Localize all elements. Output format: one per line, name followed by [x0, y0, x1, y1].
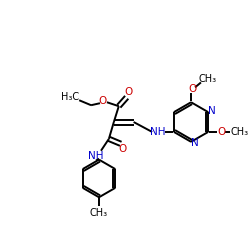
Text: N: N [208, 106, 216, 116]
Text: NH: NH [88, 151, 104, 161]
Text: CH₃: CH₃ [199, 74, 217, 85]
Text: O: O [217, 127, 225, 137]
Text: N: N [191, 138, 199, 148]
Text: H₃C: H₃C [61, 92, 79, 102]
Text: O: O [124, 87, 133, 97]
Text: O: O [188, 84, 196, 94]
Text: O: O [118, 144, 127, 154]
Text: CH₃: CH₃ [90, 208, 108, 218]
Text: CH₃: CH₃ [231, 127, 249, 137]
Text: NH: NH [150, 127, 166, 137]
Text: O: O [99, 96, 107, 106]
